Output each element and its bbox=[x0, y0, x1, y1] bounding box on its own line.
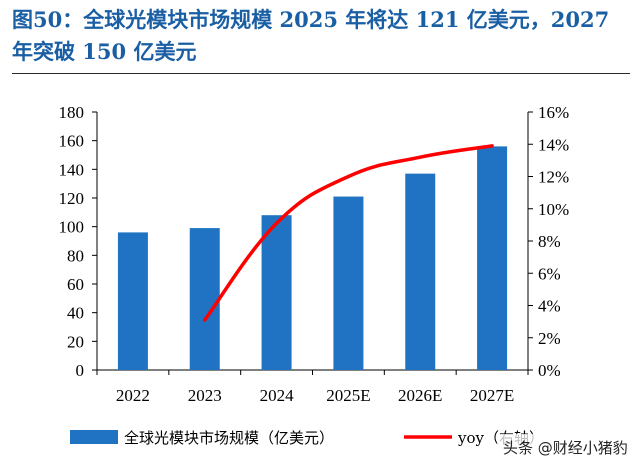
line-series bbox=[203, 144, 494, 322]
bar-2025E bbox=[333, 196, 364, 370]
bar-2027E bbox=[477, 146, 508, 370]
x-tick-label: 2024 bbox=[260, 386, 295, 405]
x-tick-label: 2027E bbox=[470, 386, 514, 405]
left-y-tick-label: 80 bbox=[67, 246, 84, 265]
legend: 全球光模块市场规模（亿美元）yoy（右轴） bbox=[70, 429, 544, 447]
watermark-text: 头条 @财经小猪豹 bbox=[503, 439, 628, 457]
right-y-tick-label: 2% bbox=[538, 329, 561, 348]
legend-swatch-bar bbox=[70, 430, 118, 444]
legend-label-bar: 全球光模块市场规模（亿美元） bbox=[124, 429, 334, 447]
figure-title-line2: 年突破 150 亿美元 bbox=[12, 39, 197, 64]
right-y-tick-label: 0% bbox=[538, 361, 561, 380]
bar-2024 bbox=[261, 215, 292, 370]
left-y-tick-label: 60 bbox=[67, 275, 84, 294]
watermark: 头条 @财经小猪豹 bbox=[497, 434, 637, 460]
figure-title: 图50：全球光模块市场规模 2025 年将达 121 亿美元，2027 年突破 … bbox=[12, 4, 632, 68]
title-underline bbox=[12, 73, 630, 74]
left-y-tick-label: 140 bbox=[59, 160, 85, 179]
left-y-tick-label: 40 bbox=[67, 304, 84, 323]
right-y-tick-label: 14% bbox=[538, 135, 569, 154]
left-y-tick-label: 100 bbox=[59, 218, 85, 237]
left-y-tick-label: 180 bbox=[59, 103, 85, 122]
x-tick-label: 2026E bbox=[398, 386, 442, 405]
bar-series bbox=[117, 146, 508, 370]
x-tick-labels: 2022 2023 2024 2025E 2026E 2027E bbox=[116, 386, 514, 405]
watermark-bg bbox=[497, 434, 637, 460]
left-y-tick-label: 0 bbox=[76, 361, 85, 380]
x-tick-label: 2023 bbox=[188, 386, 222, 405]
figure-title-line1: 图50：全球光模块市场规模 2025 年将达 121 亿美元，2027 bbox=[12, 7, 610, 32]
right-y-tick-labels: 0% 2% 4% 6% 8% 10% 12% 14% 16% bbox=[538, 103, 569, 380]
right-y-tick-label: 8% bbox=[538, 232, 561, 251]
left-y-tick-labels: 0 20 40 60 80 100 120 140 160 180 bbox=[59, 103, 85, 380]
left-y-tick-label: 160 bbox=[59, 132, 85, 151]
right-y-tick-label: 6% bbox=[538, 264, 561, 283]
bar-2023 bbox=[189, 228, 220, 370]
yoy-line bbox=[203, 144, 494, 322]
x-tick-label: 2025E bbox=[326, 386, 370, 405]
chart-axes bbox=[92, 111, 533, 375]
left-y-tick-label: 120 bbox=[59, 189, 85, 208]
right-y-tick-label: 4% bbox=[538, 297, 561, 316]
right-y-tick-label: 12% bbox=[538, 168, 569, 187]
bar-2026E bbox=[405, 173, 436, 370]
bar-2022 bbox=[117, 232, 148, 370]
x-tick-label: 2022 bbox=[116, 386, 150, 405]
right-y-tick-label: 10% bbox=[538, 200, 569, 219]
left-y-tick-label: 20 bbox=[67, 332, 84, 351]
right-y-tick-label: 16% bbox=[538, 103, 569, 122]
